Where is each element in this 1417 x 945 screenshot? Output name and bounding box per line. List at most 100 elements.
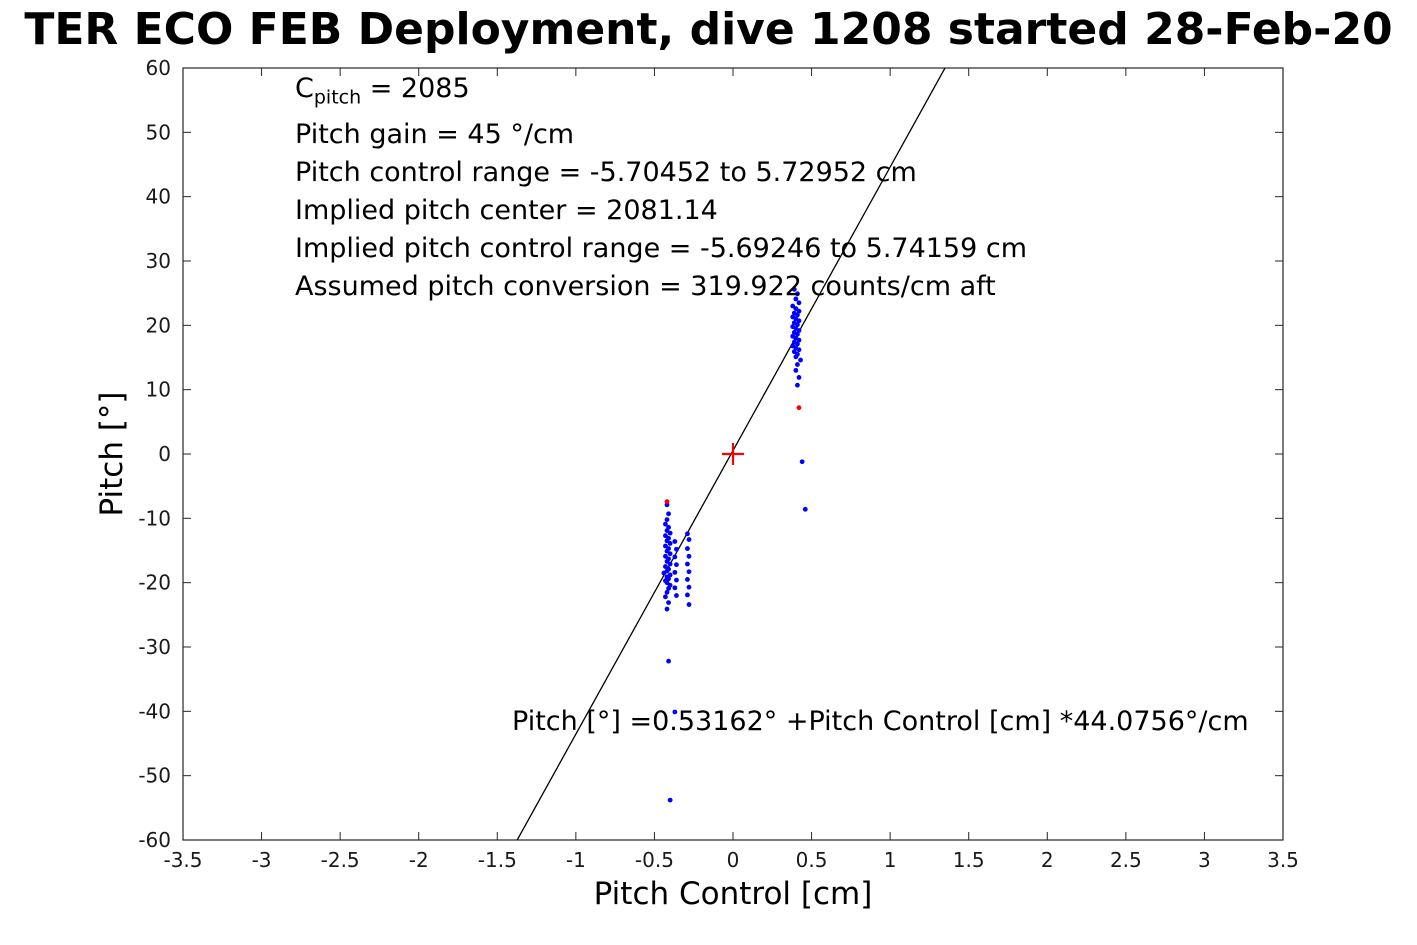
- pitch-samples-point: [796, 347, 802, 353]
- pitch-samples-point: [686, 537, 692, 542]
- y-tick-label: -30: [138, 635, 171, 659]
- pitch-samples-point: [661, 570, 667, 576]
- pitch-samples-point: [685, 546, 690, 551]
- y-tick-label: 30: [146, 249, 171, 273]
- pitch-samples-point: [795, 322, 800, 328]
- y-tick-label: 0: [158, 442, 171, 466]
- pitch-samples-point: [793, 296, 799, 302]
- y-tick-label: 60: [146, 56, 171, 80]
- y-tick-label: -20: [138, 571, 171, 595]
- pitch-samples-point: [795, 382, 800, 388]
- x-tick-label: -1: [566, 848, 586, 872]
- x-tick-label: 0: [727, 848, 740, 872]
- pitch-samples-point: [674, 593, 679, 598]
- pitch-samples-point: [685, 577, 690, 582]
- pitch-samples-point: [674, 546, 679, 552]
- x-tick-label: 1.5: [953, 848, 985, 872]
- pitch-samples-point: [793, 367, 799, 373]
- y-tick-label: 40: [146, 185, 171, 209]
- x-tick-label: -0.5: [635, 848, 674, 872]
- x-tick-label: 1: [884, 848, 897, 872]
- x-tick-label: 0.5: [796, 848, 828, 872]
- x-tick-label: 3: [1198, 848, 1211, 872]
- pitch-samples-point: [796, 308, 802, 314]
- pitch-samples-point: [798, 357, 803, 363]
- pitch-samples-point: [664, 589, 670, 595]
- x-tick-label: 2.5: [1110, 848, 1142, 872]
- y-tick-label: 10: [146, 378, 171, 402]
- pitch-samples-point: [667, 551, 673, 557]
- pitch-samples-point: [672, 709, 678, 715]
- annotation-info-block: Cpitch = 2085 Pitch gain = 45 °/cm Pitch…: [295, 70, 1027, 306]
- pitch-samples-point: [799, 459, 805, 465]
- flagged-samples-point: [796, 405, 802, 411]
- pitch-samples-point: [795, 312, 800, 318]
- pitch-samples-point: [667, 561, 673, 567]
- y-tick-label: 50: [146, 120, 171, 144]
- pitch-samples-point: [686, 602, 692, 607]
- pitch-samples-point: [672, 554, 678, 560]
- pitch-samples-point: [674, 577, 679, 583]
- x-tick-label: 2: [1041, 848, 1054, 872]
- annotation-pitch-control-range: Pitch control range = -5.70452 to 5.7295…: [295, 157, 917, 189]
- flagged-samples-point: [664, 499, 670, 505]
- pitch-samples-point: [685, 531, 690, 537]
- x-axis-label: Pitch Control [cm]: [593, 876, 873, 912]
- y-tick-label: 20: [146, 313, 171, 337]
- y-tick-label: -50: [138, 764, 171, 788]
- pitch-samples-point: [667, 530, 673, 536]
- annotation-fit-equation: Pitch [°] =0.53162° +Pitch Control [cm] …: [512, 706, 1249, 737]
- annotation-implied-pitch-control-range: Implied pitch control range = -5.69246 t…: [295, 233, 1028, 265]
- cpitch-symbol: C: [295, 73, 314, 104]
- pitch-samples-point: [666, 600, 671, 606]
- pitch-samples-point: [795, 362, 800, 367]
- pitch-samples-point: [686, 584, 692, 590]
- pitch-samples-point: [664, 606, 670, 612]
- pitch-samples-point: [666, 511, 671, 517]
- x-tick-label: -3: [252, 848, 272, 872]
- y-tick-label: -40: [138, 699, 171, 723]
- cpitch-subscript: pitch: [313, 86, 362, 109]
- cpitch-value: = 2085: [361, 73, 470, 104]
- pitch-samples-point: [795, 331, 800, 337]
- pitch-samples-point: [672, 569, 678, 575]
- x-tick-label: -1.5: [478, 848, 517, 872]
- x-tick-label: -2.5: [321, 848, 360, 872]
- pitch-samples-point: [796, 300, 802, 306]
- pitch-samples-point: [667, 541, 673, 546]
- pitch-samples-point: [672, 539, 678, 544]
- pitch-samples-point: [686, 553, 692, 559]
- pitch-samples-point: [664, 517, 670, 523]
- annotation-pitch-gain: Pitch gain = 45 °/cm: [295, 119, 575, 151]
- pitch-samples-point: [672, 585, 678, 591]
- x-tick-label: -2: [409, 848, 429, 872]
- pitch-samples-point: [666, 586, 671, 591]
- x-tick-label: 3.5: [1267, 848, 1299, 872]
- annotation-assumed-pitch-conversion: Assumed pitch conversion = 319.922 count…: [295, 271, 996, 303]
- pitch-samples-point: [795, 291, 800, 297]
- pitch-samples-point: [796, 318, 802, 324]
- pitch-samples-point: [686, 569, 692, 575]
- y-tick-label: -10: [138, 506, 171, 530]
- pitch-samples-point: [796, 328, 802, 333]
- chart-title: TER ECO FEB Deployment, dive 1208 starte…: [24, 4, 1393, 55]
- pitch-samples-point: [791, 286, 797, 292]
- pitch-samples-point: [685, 561, 690, 567]
- annotation-cpitch: Cpitch = 2085: [295, 70, 1027, 116]
- pitch-samples-point: [674, 562, 679, 568]
- pitch-samples-point: [796, 375, 802, 380]
- pitch-samples-point: [793, 354, 799, 360]
- pitch-samples-point: [663, 521, 668, 527]
- x-tick-label: -3.5: [163, 848, 202, 872]
- pitch-samples-point: [796, 337, 802, 343]
- pitch-samples-point: [685, 592, 690, 598]
- pitch-samples-point: [666, 658, 671, 664]
- y-tick-label: -60: [138, 828, 171, 852]
- pitch-samples-point: [795, 341, 800, 347]
- annotation-implied-pitch-center: Implied pitch center = 2081.14: [295, 195, 718, 227]
- y-axis-label: Pitch [°]: [94, 391, 130, 517]
- pitch-samples-point: [667, 797, 673, 803]
- pitch-samples-point: [802, 506, 808, 512]
